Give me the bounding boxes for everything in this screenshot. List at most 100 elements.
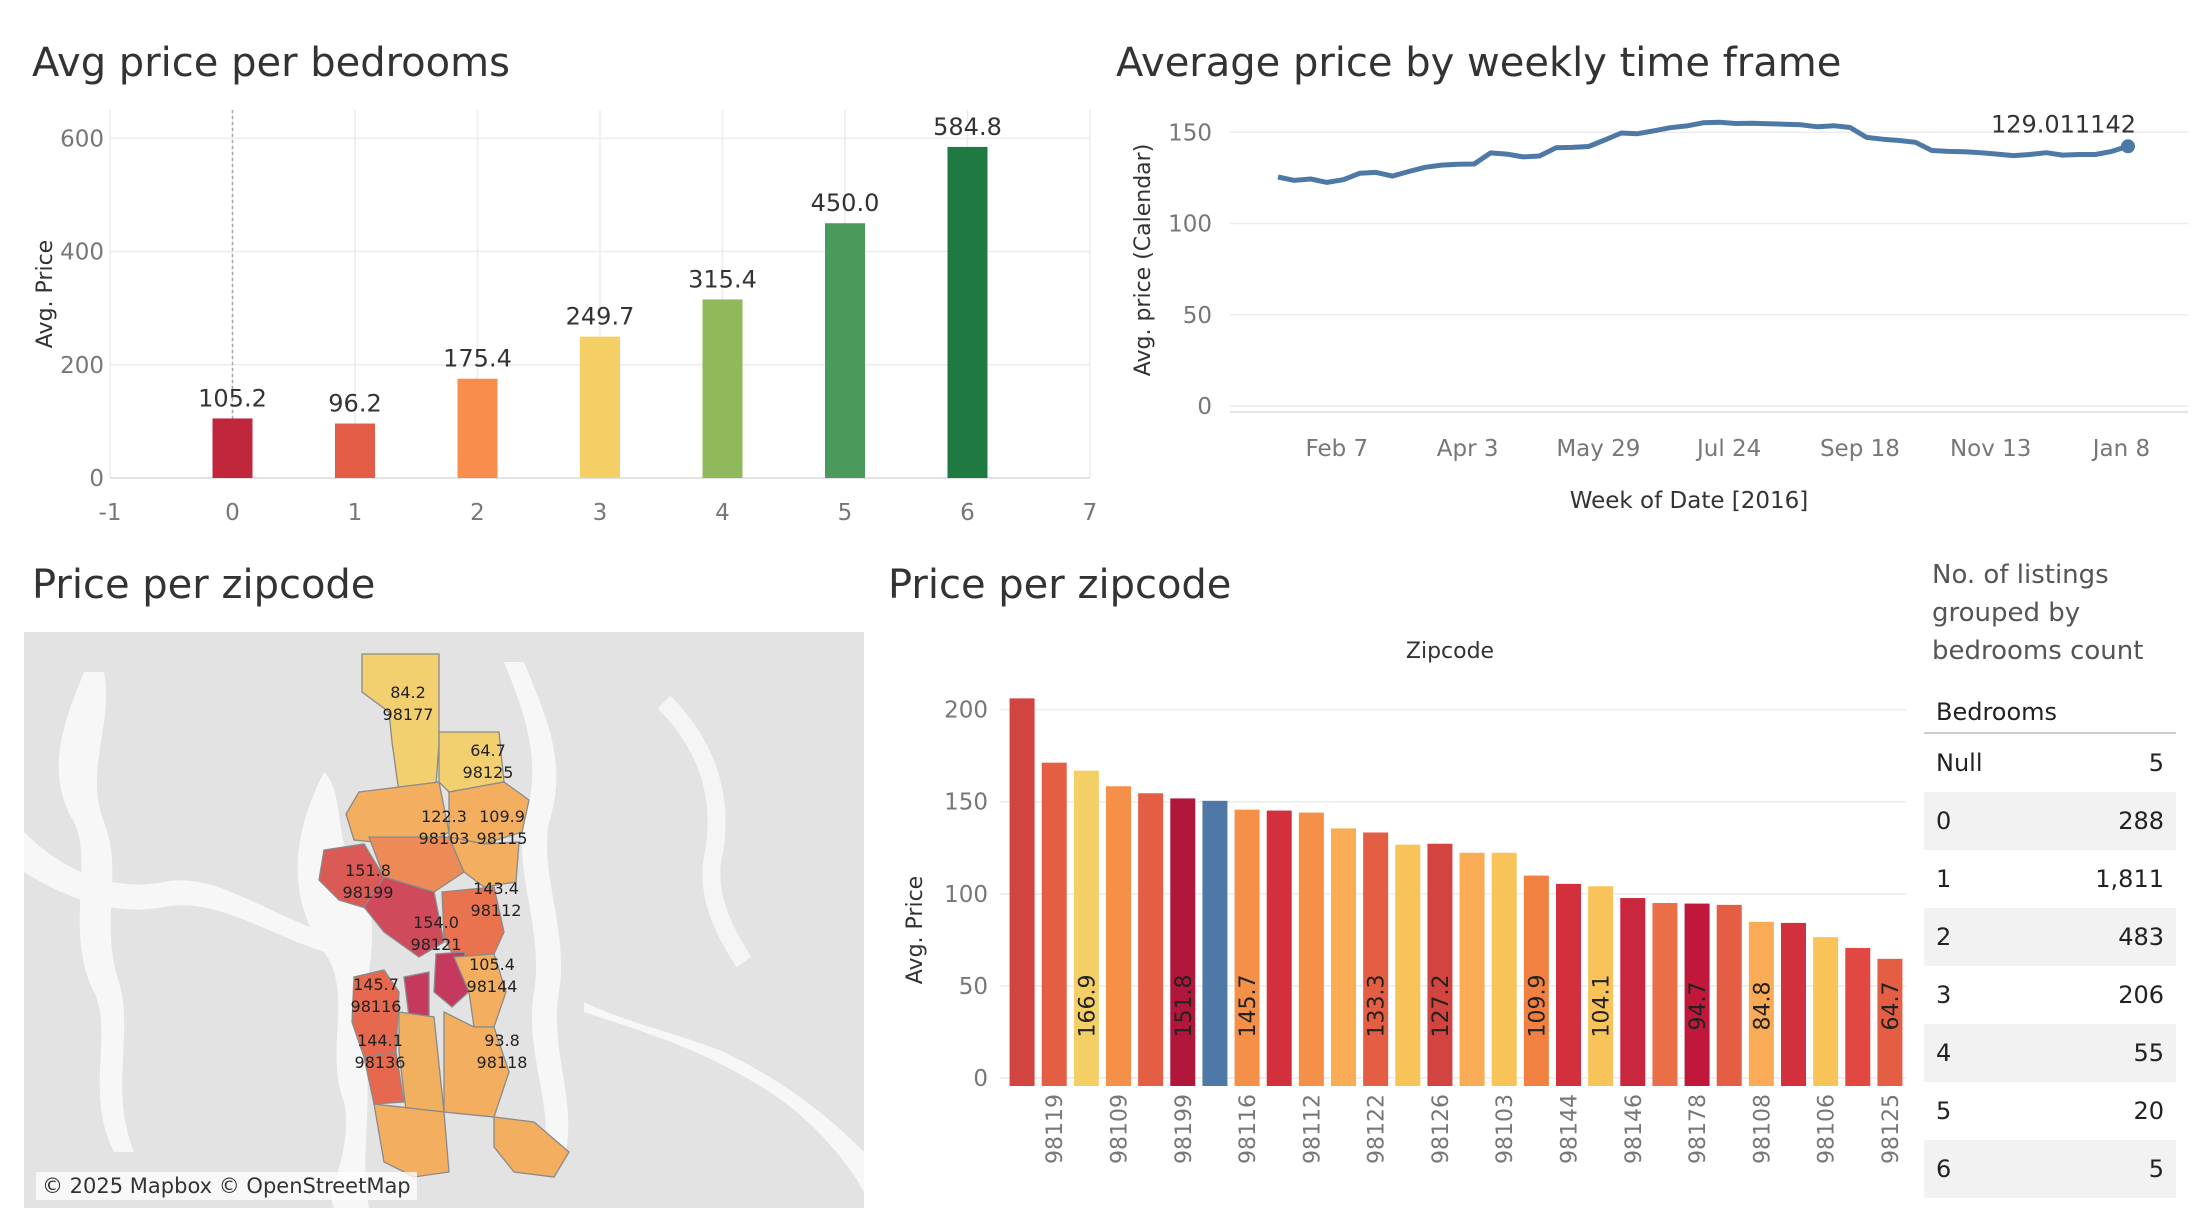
bar [825, 223, 865, 478]
x-tick-label: 98122 [1365, 1094, 1390, 1164]
legend-listing-count: 483 [2032, 908, 2176, 966]
x-tick-label: Jan 8 [2091, 436, 2150, 462]
map-zip-code: 98144 [466, 977, 518, 996]
legend-listing-count: 288 [2032, 792, 2176, 850]
bar [1845, 947, 1871, 1086]
bar [1459, 852, 1485, 1086]
bar [457, 378, 498, 478]
legend-bedrooms-label: 4 [1924, 1024, 2033, 1082]
legend-title: No. of listings grouped by bedrooms coun… [1932, 560, 2144, 666]
bar [1491, 852, 1517, 1086]
legend-bedrooms-label: 3 [1936, 981, 1952, 1009]
zipcode-map[interactable]: 84.2 98177 64.7 98125 122.3 98103 109.9 98115 15… [24, 632, 864, 1208]
map-zip-label: 93.8 98118 [462, 1030, 542, 1074]
price-line [1277, 119, 2129, 185]
listings-legend-table: Bedrooms Null 5 0 288 1 1,811 2 483 3 206 4 55 5 20 6 5 [1924, 692, 2176, 1198]
x-tick-label: 98108 [1750, 1094, 1775, 1164]
bar [580, 336, 620, 478]
map-background [24, 632, 864, 1208]
map-zip-price: 122.3 [421, 807, 467, 826]
bar-value-label: 127.2 [1429, 975, 1454, 1038]
map-zip-label: 143.4 98112 [456, 878, 536, 922]
bar [1234, 809, 1260, 1086]
bar [1427, 843, 1453, 1086]
bar [212, 418, 253, 478]
x-tick-label: 1 [348, 500, 363, 526]
map-zip-price: 151.8 [345, 861, 391, 880]
map-zip-label: 122.3 98103 [404, 806, 484, 850]
bar [1106, 786, 1131, 1086]
legend-header: Bedrooms [1924, 692, 2176, 734]
zipcode-bar-chart: Zipcode 0 50 100 150 200 Avg. Price 98119 166.9 9… [903, 639, 1906, 1164]
bar [1877, 958, 1903, 1086]
bedrooms-chart-title: Avg price per bedrooms [32, 40, 510, 86]
bar [1009, 698, 1035, 1086]
legend-bedrooms-label: 5 [1936, 1097, 1952, 1125]
y-tick-label: 0 [89, 466, 104, 492]
bar-value-label: 249.7 [566, 303, 635, 331]
x-tick-label: Apr 3 [1437, 436, 1499, 462]
bar [1363, 832, 1389, 1086]
bar-value-label: 584.8 [933, 113, 1002, 141]
x-tick-label: May 29 [1556, 436, 1640, 462]
map-zip-code: 98177 [382, 705, 434, 724]
legend-row: 4 55 [1924, 1024, 2176, 1082]
map-zip-code: 98121 [410, 935, 462, 954]
map-zip-label: 84.2 98177 [368, 682, 448, 726]
y-axis-label: Avg. price (Calendar) [1131, 144, 1156, 377]
map-zip-price: 143.4 [473, 879, 519, 898]
weekly-line-chart: 0 50 100 150 Avg. price (Calendar) Feb 7 Apr 3… [1131, 110, 2188, 514]
map-zip-price: 145.7 [353, 975, 399, 994]
bar [1202, 800, 1228, 1086]
map-zip-code: 98199 [342, 883, 394, 902]
bar [1781, 922, 1806, 1086]
legend-row: 0 288 [1924, 792, 2176, 850]
legend-listing-count: 5 [2032, 1140, 2176, 1198]
x-tick-label: Jul 24 [1695, 436, 1761, 462]
bar [1395, 844, 1421, 1086]
legend-row: 3 206 [1924, 966, 2176, 1024]
bar-value-label: 104.1 [1590, 975, 1615, 1038]
x-tick-label: 98119 [1043, 1094, 1068, 1164]
x-tick-label: 98116 [1236, 1094, 1261, 1164]
x-tick-label: 4 [715, 500, 730, 526]
legend-listing-count: 55 [2032, 1024, 2176, 1082]
bar [1170, 798, 1196, 1086]
map-zip-price: 64.7 [470, 741, 506, 760]
y-tick-label: 100 [944, 882, 988, 908]
zip-98136-region[interactable] [363, 1051, 405, 1105]
y-tick-label: 150 [1168, 120, 1212, 146]
zip-98121-region[interactable] [363, 876, 445, 958]
map-zip-code: 98116 [350, 997, 402, 1016]
chart-header-title: Zipcode [1406, 639, 1494, 664]
legend-row: 1 1,811 [1924, 850, 2176, 908]
x-tick-label: 5 [838, 500, 853, 526]
bar-value-label: 109.9 [1525, 975, 1550, 1038]
y-axis-label: Avg. Price [903, 876, 928, 984]
bar-value-label: 133.3 [1365, 975, 1390, 1038]
bar-value-label: 450.0 [811, 189, 880, 217]
bar-value-label: 151.8 [1172, 975, 1197, 1038]
bar-value-label: 96.2 [328, 390, 381, 418]
map-zip-code: 98103 [418, 829, 470, 848]
bar [702, 299, 743, 478]
y-tick-label: 0 [973, 1066, 988, 1092]
legend-listing-count: 1,811 [2095, 865, 2164, 893]
bar [1073, 770, 1099, 1086]
legend-listing-count: 20 [2133, 1097, 2164, 1125]
bar [1523, 875, 1549, 1086]
bar [1652, 903, 1678, 1086]
bar [1331, 828, 1356, 1086]
zip-98103-region[interactable] [368, 836, 465, 893]
legend-row: 5 20 [1924, 1082, 2176, 1140]
x-tick-label: 98106 [1815, 1094, 1840, 1164]
bar [1298, 812, 1324, 1086]
bar-value-label: 166.9 [1075, 975, 1100, 1038]
y-tick-label: 50 [1183, 303, 1212, 329]
bar [1748, 921, 1774, 1086]
legend-bedrooms-label: Null [1936, 749, 1983, 777]
map-title: Price per zipcode [32, 562, 376, 608]
map-zip-label: 154.0 98121 [396, 912, 476, 956]
map-zip-price: 84.2 [390, 683, 426, 702]
